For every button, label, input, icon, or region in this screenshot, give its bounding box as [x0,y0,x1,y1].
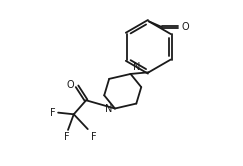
Text: O: O [182,22,190,32]
Text: F: F [91,132,96,142]
Text: N: N [133,62,140,72]
Text: N: N [104,104,112,114]
Text: F: F [64,132,70,142]
Text: F: F [50,108,55,118]
Text: O: O [67,81,74,90]
